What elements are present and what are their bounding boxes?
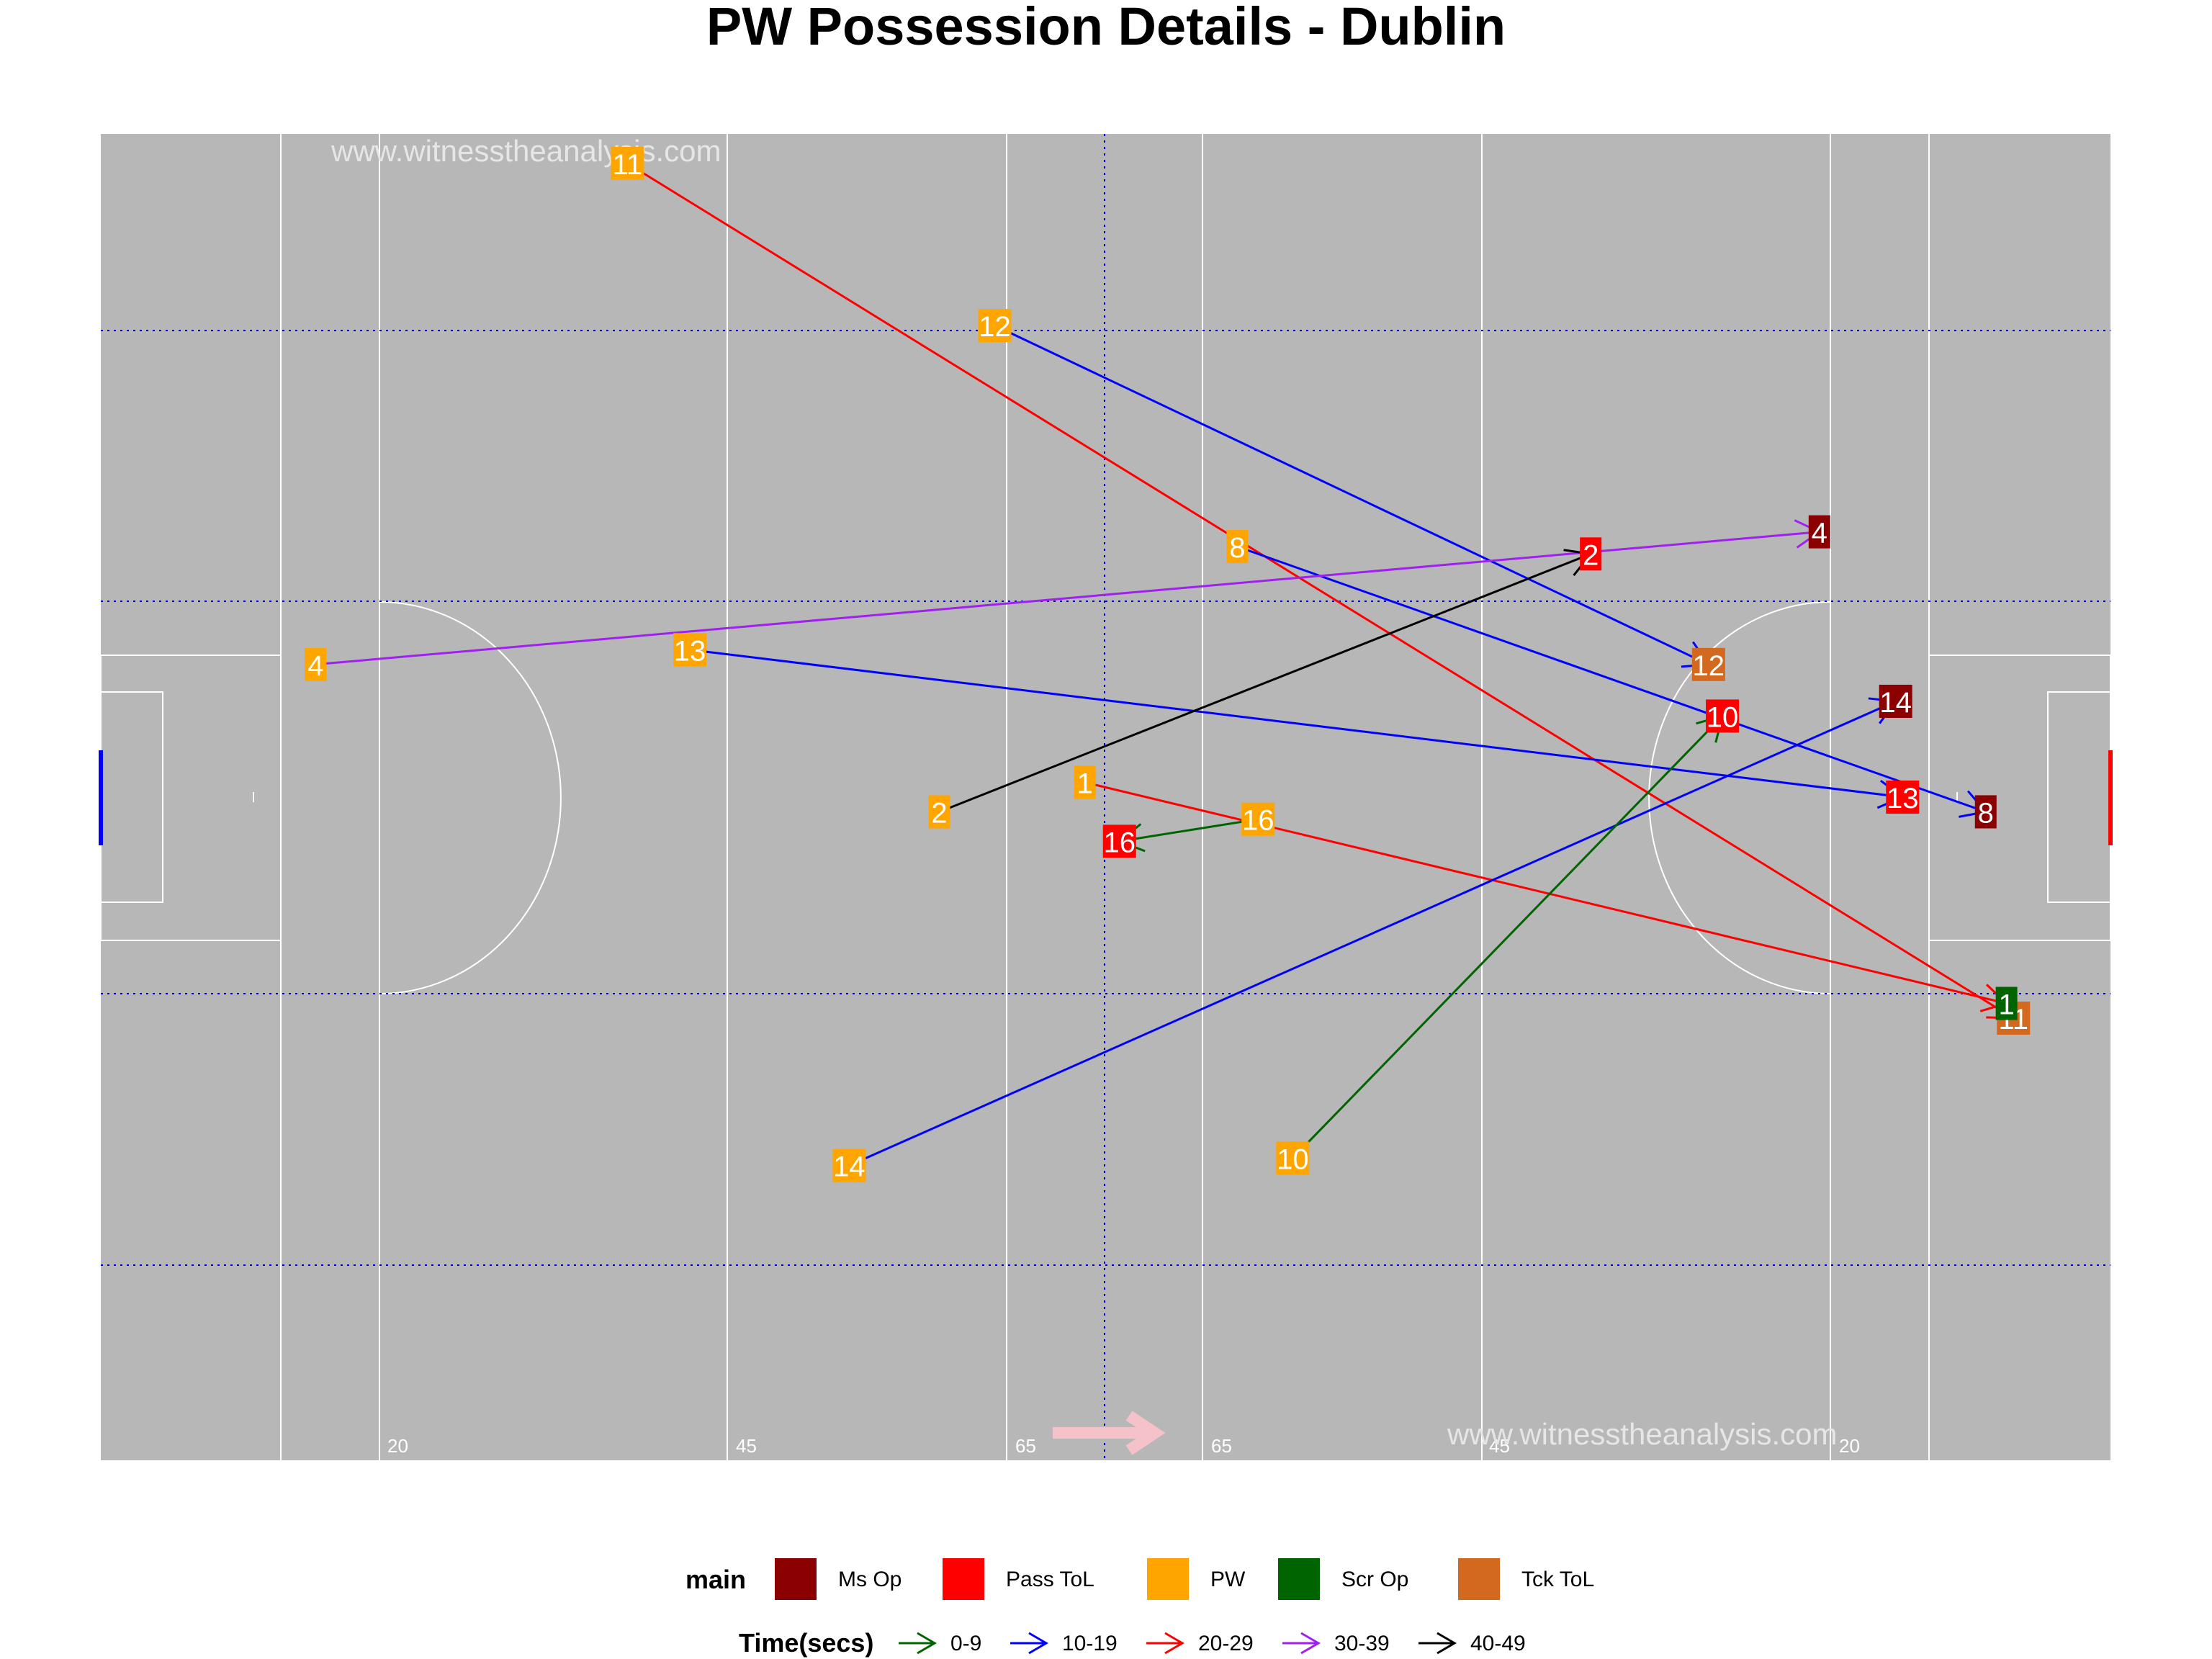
distance-mark: 45 [736, 1435, 757, 1457]
legend-outcome-entry: Ms Op [775, 1558, 902, 1600]
legend-time-entry: 20-29 [1146, 1632, 1254, 1655]
arc-left [379, 601, 562, 994]
possession-end-label: 14 [1879, 684, 1912, 719]
zone-guides [101, 134, 2110, 1460]
possession-end-label: 13 [1886, 781, 1920, 814]
svg-text:0-9: 0-9 [950, 1632, 981, 1655]
possession-end-label: 10 [1706, 699, 1740, 733]
legend-outcome-entry: Scr Op [1278, 1558, 1408, 1600]
svg-text:20-29: 20-29 [1198, 1632, 1254, 1655]
legend-outcome-title: main [685, 1565, 746, 1594]
legend-time-title: Time(secs) [739, 1628, 873, 1658]
possession-start-label: 11 [611, 146, 644, 181]
possession-labels: 11128413211614101112841321161410 [305, 146, 2031, 1183]
svg-text:13: 13 [1887, 783, 1919, 814]
possession-start-label: 16 [1241, 802, 1275, 837]
possession-end-label: 2 [1580, 537, 1602, 571]
distance-mark: 20 [1839, 1435, 1860, 1457]
svg-text:16: 16 [1103, 827, 1136, 858]
svg-text:2: 2 [931, 797, 947, 829]
legend-outcome-entry: Pass ToL [943, 1558, 1094, 1600]
distance-mark: 65 [1015, 1435, 1036, 1457]
watermark-bottom: www.witnesstheanalysis.com [1447, 1417, 1838, 1451]
svg-text:2: 2 [1583, 539, 1599, 571]
svg-text:1: 1 [1077, 768, 1093, 800]
legend-time-entry: 40-49 [1419, 1632, 1526, 1655]
possession-end-label: 12 [1691, 647, 1725, 682]
svg-text:12: 12 [1693, 650, 1725, 682]
legend-time-entry: 10-19 [1010, 1632, 1118, 1655]
svg-text:Pass ToL: Pass ToL [1006, 1568, 1094, 1591]
legend-time-entry: 0-9 [899, 1632, 981, 1655]
svg-text:30-39: 30-39 [1334, 1632, 1390, 1655]
chart-title: PW Possession Details - Dublin [706, 0, 1506, 56]
svg-text:Tck ToL: Tck ToL [1521, 1568, 1594, 1591]
svg-text:13: 13 [674, 635, 706, 667]
svg-text:10: 10 [1707, 701, 1739, 733]
attack-direction-arrow-icon [1053, 1411, 1166, 1455]
possession-end-label: 16 [1102, 824, 1136, 858]
legend-outcome: main Ms Op Pass ToL PW Scr Op Tck ToL [685, 1558, 1594, 1600]
possession-start-label: 12 [978, 309, 1012, 343]
legend-outcome-entry: Tck ToL [1458, 1558, 1594, 1600]
svg-text:4: 4 [307, 650, 323, 682]
svg-text:12: 12 [979, 311, 1011, 343]
svg-text:10-19: 10-19 [1062, 1632, 1118, 1655]
possession-end-label: 8 [1974, 795, 1997, 829]
watermark-top: www.witnesstheanalysis.com [331, 134, 721, 168]
possession-start-label: 8 [1226, 530, 1249, 564]
distance-mark: 45 [1489, 1435, 1510, 1457]
svg-text:Ms Op: Ms Op [838, 1568, 902, 1591]
svg-text:14: 14 [1879, 687, 1912, 719]
possession-start-label: 1 [1074, 765, 1096, 800]
svg-text:40-49: 40-49 [1470, 1632, 1526, 1655]
possession-arrows [315, 162, 2015, 1167]
svg-text:PW: PW [1210, 1568, 1246, 1591]
possession-end-label: 4 [1808, 515, 1830, 549]
svg-text:16: 16 [1242, 805, 1274, 837]
possession-end-label: 1 [1995, 986, 2018, 1021]
svg-text:Scr Op: Scr Op [1341, 1568, 1408, 1591]
legend-outcome-entry: PW [1147, 1558, 1246, 1600]
svg-text:8: 8 [1978, 797, 1994, 829]
pitch [101, 134, 2110, 1460]
svg-text:8: 8 [1229, 532, 1245, 564]
svg-text:11: 11 [613, 149, 643, 181]
svg-text:10: 10 [1277, 1143, 1309, 1175]
svg-text:14: 14 [833, 1151, 866, 1183]
possession-start-label: 4 [305, 647, 327, 682]
distance-marks: 20 45 65 65 45 20 [387, 1435, 1860, 1457]
legend-time: Time(secs) 0-9 10-19 20-29 30-39 40-49 [739, 1628, 1526, 1658]
arc-right [1648, 601, 1831, 994]
svg-text:4: 4 [1812, 518, 1827, 549]
possession-start-label: 10 [1276, 1141, 1310, 1175]
possession-start-label: 2 [928, 795, 950, 829]
distance-mark: 65 [1211, 1435, 1232, 1457]
possession-start-label: 14 [832, 1148, 866, 1183]
svg-text:1: 1 [1999, 989, 2015, 1021]
possession-start-label: 13 [673, 633, 707, 667]
distance-mark: 20 [387, 1435, 408, 1457]
legend-time-entry: 30-39 [1282, 1632, 1390, 1655]
